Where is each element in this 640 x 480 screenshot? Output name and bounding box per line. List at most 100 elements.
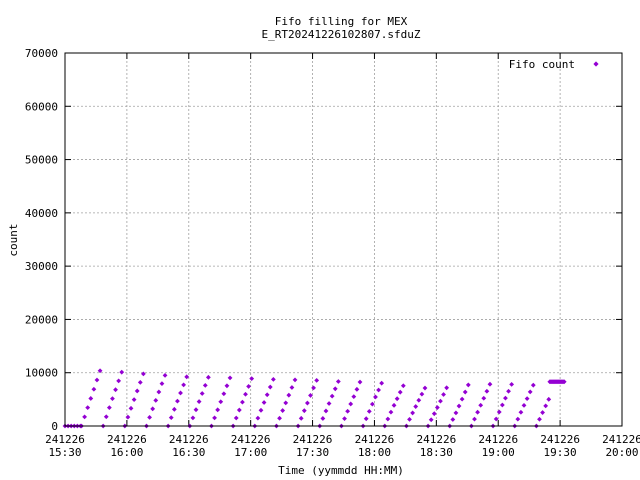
data-point — [354, 386, 360, 392]
y-tick-label: 70000 — [25, 47, 58, 60]
data-point — [450, 417, 456, 422]
x-tick-label-date: 241226 — [602, 433, 640, 446]
data-point — [394, 396, 400, 402]
data-point — [106, 405, 112, 411]
data-point — [376, 387, 381, 393]
data-point — [147, 414, 152, 420]
data-point — [199, 391, 205, 396]
x-tick-label-date: 241226 — [45, 433, 85, 446]
data-point — [503, 395, 508, 401]
data-point — [419, 391, 425, 397]
data-point — [444, 385, 450, 391]
data-point — [153, 397, 159, 403]
x-tick-label-time: 20:00 — [605, 446, 638, 459]
data-point — [431, 411, 437, 417]
data-point — [314, 377, 320, 383]
data-point — [280, 408, 286, 413]
data-point — [113, 387, 118, 393]
data-point — [150, 406, 156, 412]
x-tick-label-date: 241226 — [169, 433, 209, 446]
x-tick-label-date: 241226 — [293, 433, 333, 446]
y-tick-label: 50000 — [25, 154, 58, 167]
data-point — [156, 389, 162, 395]
data-point — [487, 381, 493, 387]
data-point — [258, 407, 264, 413]
x-tick-label-time: 19:00 — [482, 446, 515, 459]
data-point — [205, 374, 211, 380]
data-point — [236, 407, 242, 413]
data-point — [286, 392, 292, 398]
data-point — [493, 416, 499, 422]
data-point — [97, 368, 103, 374]
data-point — [196, 399, 202, 404]
data-point — [140, 371, 146, 377]
data-point — [292, 377, 298, 383]
x-tick-label-date: 241226 — [416, 433, 456, 446]
y-tick-label: 40000 — [25, 207, 58, 220]
data-point — [181, 382, 187, 388]
data-point — [137, 379, 143, 385]
data-point — [397, 389, 403, 395]
data-point — [506, 388, 511, 394]
x-tick-label-time: 18:30 — [420, 446, 453, 459]
grid-layer — [65, 53, 622, 426]
x-tick-label-time: 15:30 — [48, 446, 81, 459]
data-point — [366, 409, 372, 414]
data-point — [391, 402, 397, 408]
x-tick-label-time: 17:30 — [296, 446, 329, 459]
data-point — [484, 388, 490, 394]
data-point — [267, 384, 273, 390]
data-point — [413, 404, 419, 409]
data-point — [524, 396, 530, 401]
data-point — [416, 397, 422, 403]
data-point — [379, 380, 385, 386]
data-point — [128, 405, 134, 411]
chart-title: Fifo filling for MEX — [275, 15, 408, 28]
data-point — [218, 399, 224, 405]
data-point — [388, 409, 394, 415]
data-point — [422, 385, 428, 391]
data-point — [212, 415, 217, 421]
data-point — [193, 407, 199, 413]
data-point — [530, 382, 536, 388]
data-point — [441, 392, 446, 397]
data-point — [369, 401, 375, 407]
data-point — [363, 416, 369, 422]
data-point — [546, 396, 552, 402]
data-point — [224, 383, 230, 389]
data-point — [119, 369, 125, 375]
x-tick-label-date: 241226 — [478, 433, 518, 446]
x-tick-label-time: 18:00 — [358, 446, 391, 459]
data-point — [410, 410, 416, 416]
data-point — [249, 376, 255, 382]
data-point — [434, 405, 440, 410]
data-point — [329, 393, 335, 399]
data-point — [94, 377, 100, 383]
data-point — [202, 382, 208, 388]
data-point — [277, 415, 282, 421]
y-tick-label: 20000 — [25, 313, 58, 326]
data-point — [289, 385, 295, 390]
data-point — [311, 385, 316, 391]
data-point — [543, 403, 549, 409]
data-point — [521, 402, 527, 408]
data-point — [308, 393, 313, 398]
data-point — [221, 391, 227, 397]
y-tick-label: 0 — [51, 420, 58, 433]
data-point — [453, 410, 459, 416]
data-point — [509, 381, 515, 387]
data-point — [518, 409, 524, 415]
legend-marker — [593, 61, 599, 67]
data-point — [85, 405, 91, 411]
data-point — [462, 389, 468, 395]
plot-frame — [64, 52, 623, 427]
data-point — [162, 372, 168, 378]
data-point — [134, 388, 140, 394]
data-point — [175, 398, 180, 404]
y-tick-label: 10000 — [25, 367, 58, 380]
data-point — [499, 402, 505, 408]
data-point — [385, 416, 391, 422]
chart-subtitle: E_RT20241226102807.sfduZ — [262, 28, 421, 41]
data-point — [472, 416, 477, 422]
